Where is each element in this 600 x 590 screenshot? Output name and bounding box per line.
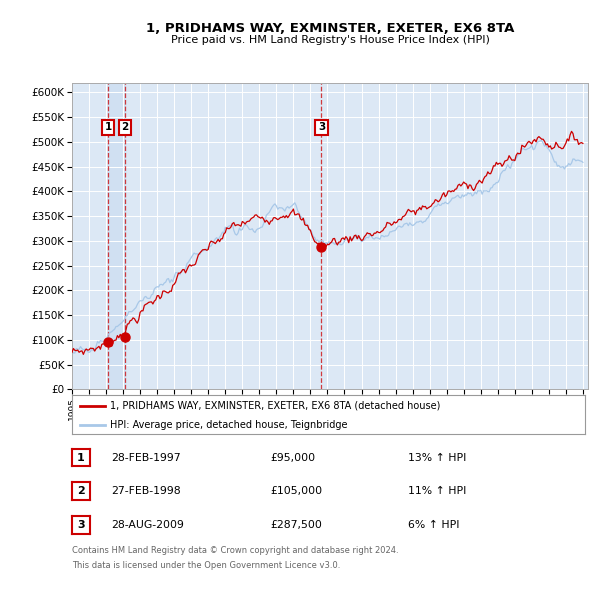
Text: 2: 2 (122, 122, 129, 132)
Text: 3: 3 (318, 122, 325, 132)
Text: 1: 1 (104, 122, 112, 132)
Text: £287,500: £287,500 (270, 520, 322, 530)
Text: £95,000: £95,000 (270, 453, 315, 463)
Text: 28-AUG-2009: 28-AUG-2009 (111, 520, 184, 530)
Text: 3: 3 (77, 520, 85, 530)
Text: 6% ↑ HPI: 6% ↑ HPI (408, 520, 460, 530)
Text: Price paid vs. HM Land Registry's House Price Index (HPI): Price paid vs. HM Land Registry's House … (170, 35, 490, 45)
Text: 1, PRIDHAMS WAY, EXMINSTER, EXETER, EX6 8TA: 1, PRIDHAMS WAY, EXMINSTER, EXETER, EX6 … (146, 22, 514, 35)
Text: 2: 2 (77, 486, 85, 496)
Text: 13% ↑ HPI: 13% ↑ HPI (408, 453, 466, 463)
Text: 1: 1 (77, 453, 85, 463)
Text: 27-FEB-1998: 27-FEB-1998 (111, 486, 181, 496)
Text: £105,000: £105,000 (270, 486, 322, 496)
Text: This data is licensed under the Open Government Licence v3.0.: This data is licensed under the Open Gov… (72, 560, 340, 569)
Bar (108, 83, 125, 389)
Text: 28-FEB-1997: 28-FEB-1997 (111, 453, 181, 463)
Text: HPI: Average price, detached house, Teignbridge: HPI: Average price, detached house, Teig… (110, 420, 348, 430)
Text: 1, PRIDHAMS WAY, EXMINSTER, EXETER, EX6 8TA (detached house): 1, PRIDHAMS WAY, EXMINSTER, EXETER, EX6 … (110, 401, 441, 411)
Text: Contains HM Land Registry data © Crown copyright and database right 2024.: Contains HM Land Registry data © Crown c… (72, 546, 398, 555)
Text: 11% ↑ HPI: 11% ↑ HPI (408, 486, 466, 496)
